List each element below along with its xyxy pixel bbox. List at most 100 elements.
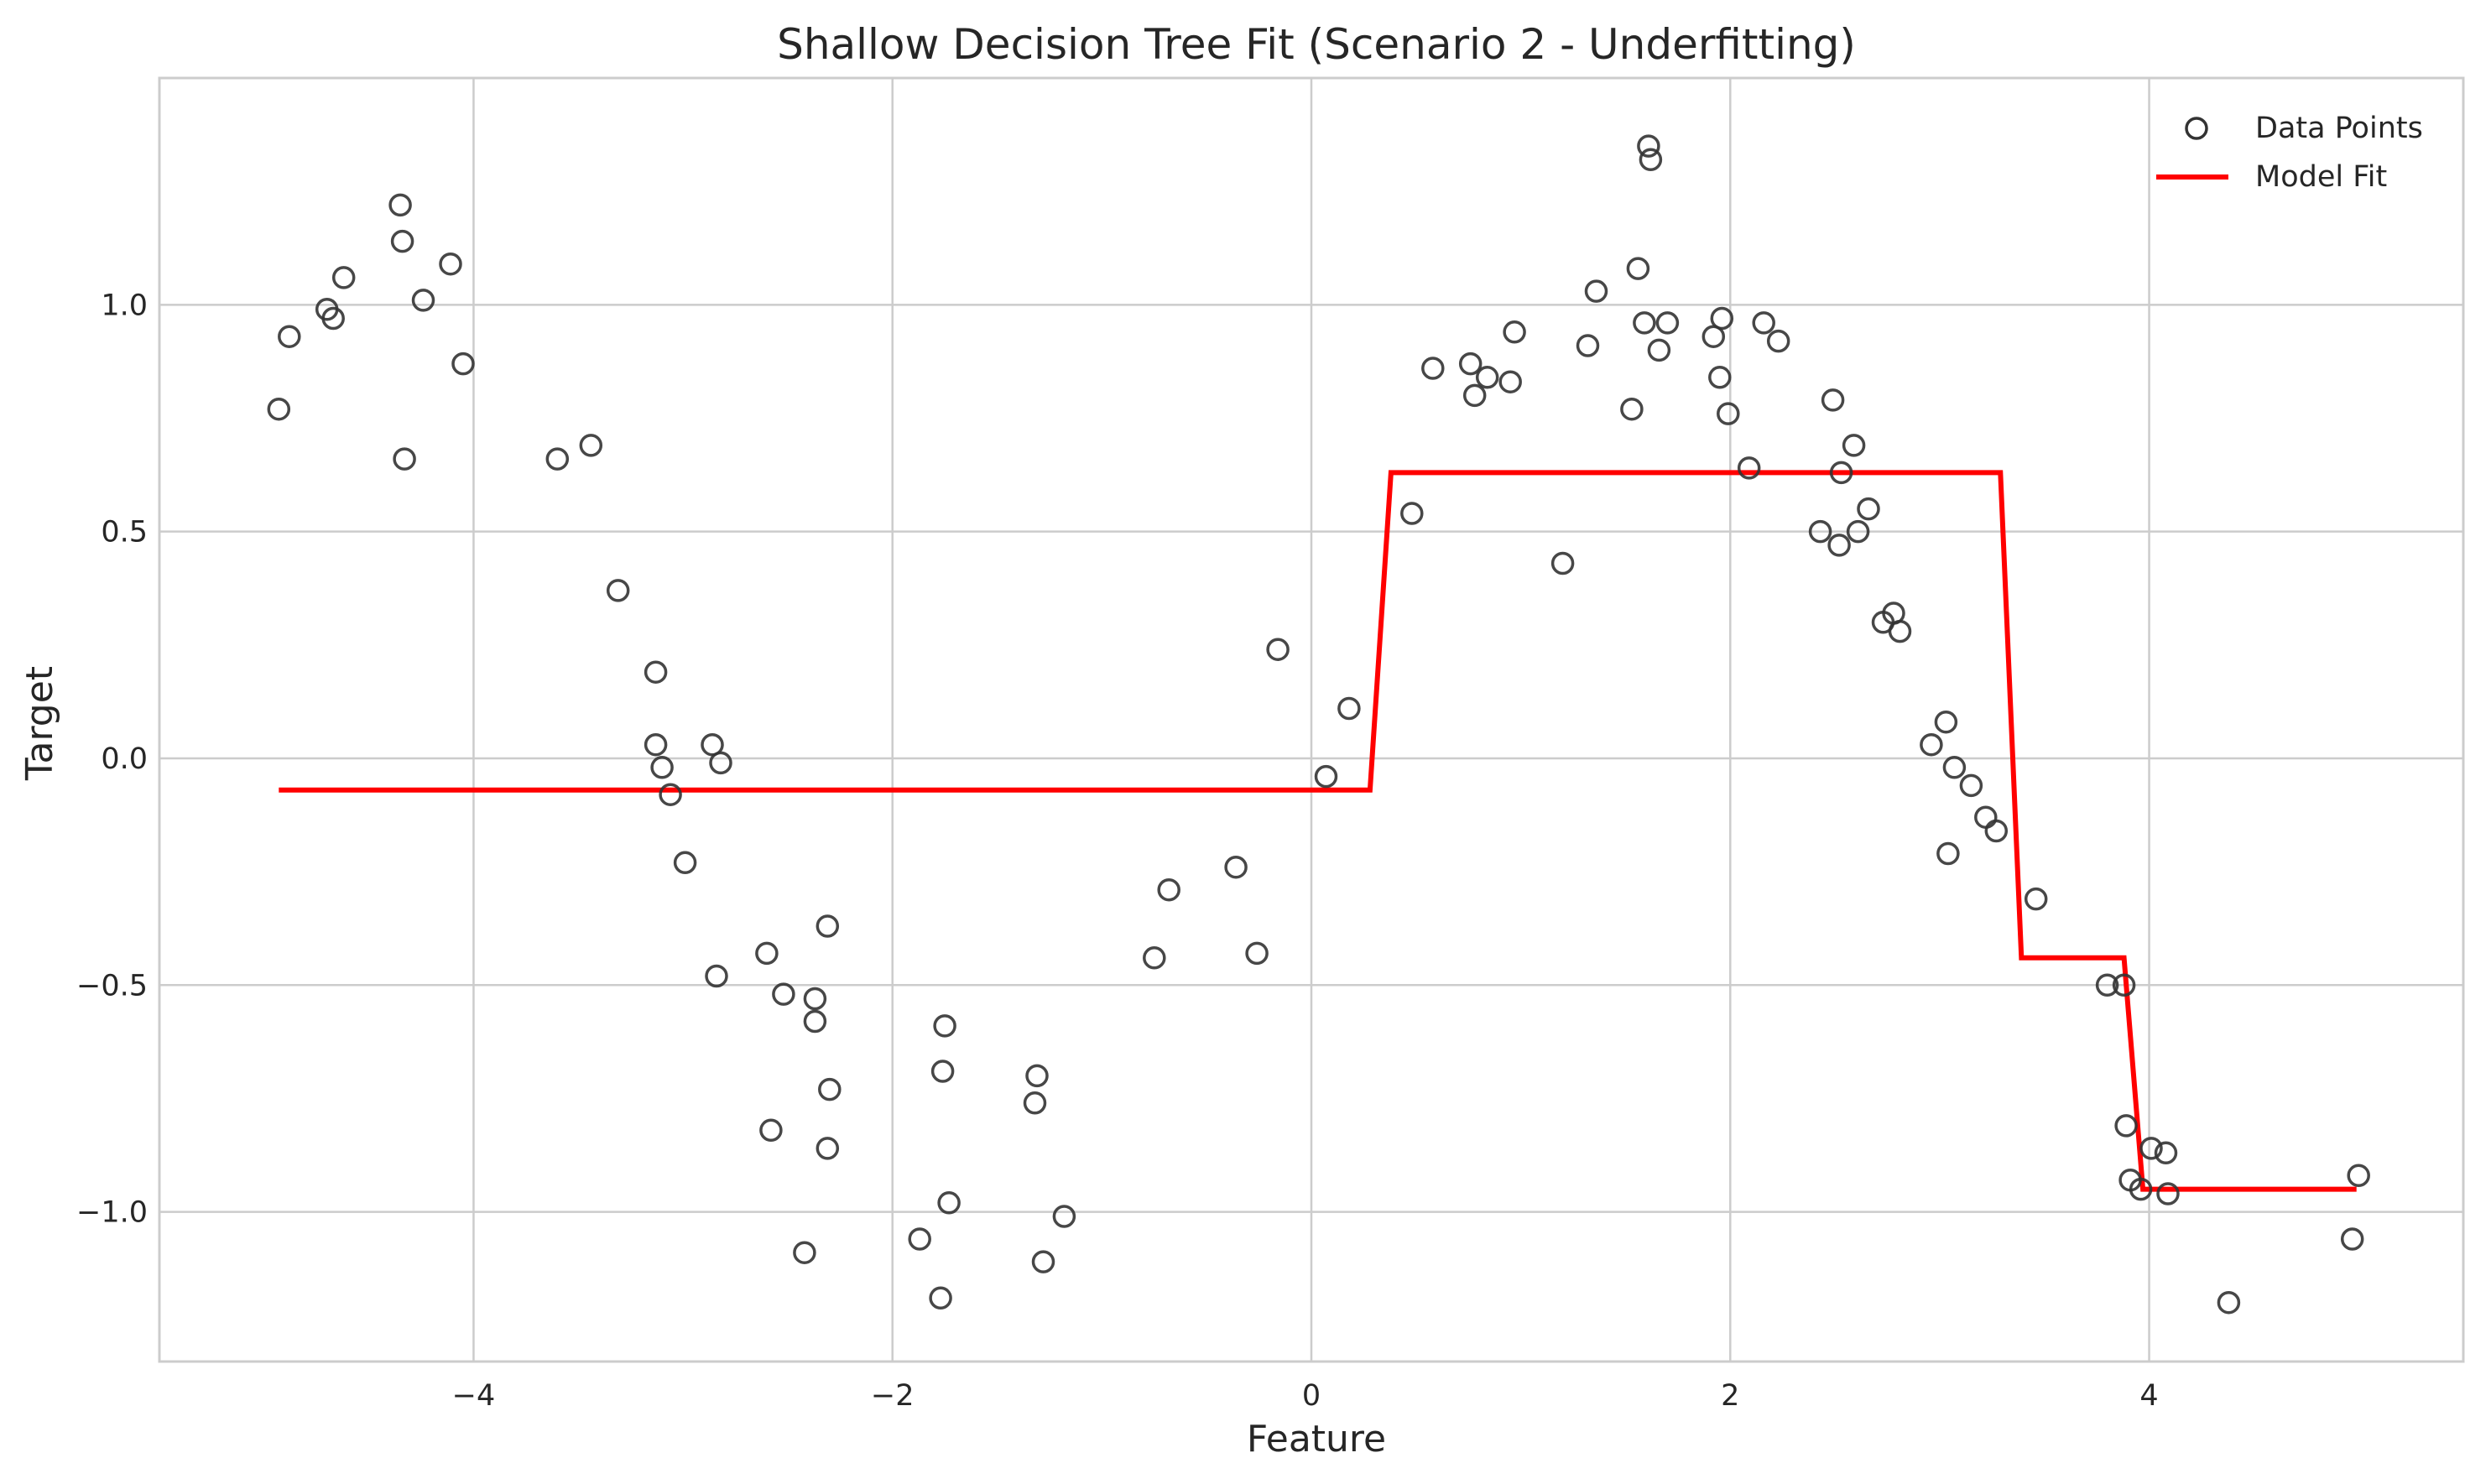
data-point: [1942, 756, 1967, 779]
data-point: [1959, 773, 1983, 798]
data-point: [1023, 1091, 1047, 1115]
data-point: [772, 982, 795, 1006]
y-tick-label: 0.0: [101, 742, 148, 776]
data-point: [1846, 519, 1870, 544]
data-point: [701, 732, 724, 757]
x-tick-label: 0: [1302, 1379, 1321, 1413]
tick-labels: −4 −2 0 2 4 −1.0 −0.5 0.0 0.5 1.0: [76, 289, 2159, 1413]
data-point: [929, 1286, 952, 1310]
data-point: [1584, 279, 1608, 303]
data-point: [1655, 311, 1680, 335]
data-point: [1157, 877, 1180, 902]
data-point: [267, 397, 291, 421]
data-point: [650, 756, 674, 779]
data-point: [2347, 1164, 2370, 1188]
x-tick-label: −2: [871, 1379, 915, 1413]
y-tick-label: 1.0: [101, 289, 148, 322]
plot-frame: [158, 76, 2465, 1363]
data-point: [705, 964, 728, 988]
data-point: [933, 1014, 956, 1038]
data-point: [2129, 1177, 2153, 1201]
data-point: [1400, 502, 1424, 525]
data-point: [816, 914, 840, 938]
data-point: [1224, 855, 1248, 879]
data-point: [1936, 841, 1960, 866]
data-point: [278, 325, 301, 348]
data-point: [1808, 519, 1832, 544]
data-point: [818, 1077, 842, 1101]
data-point: [579, 434, 603, 457]
data-point: [908, 1227, 931, 1251]
data-point: [930, 1060, 955, 1083]
data-point: [388, 193, 412, 217]
data-point: [644, 660, 668, 684]
data-point: [1462, 383, 1487, 408]
data-point: [1620, 397, 1644, 421]
data-point: [439, 252, 462, 276]
data-point: [1052, 1205, 1076, 1228]
data-point: [1984, 819, 2009, 843]
y-tick-label: −1.0: [76, 1196, 148, 1230]
data-point: [1633, 311, 1656, 335]
x-tick-label: −4: [452, 1379, 496, 1413]
data-point: [1827, 534, 1851, 557]
data-point: [1245, 941, 1269, 966]
legend: Data Points Model Fit: [2156, 112, 2423, 194]
data-point: [793, 1241, 816, 1264]
data-point: [1708, 366, 1732, 389]
data-point: [1842, 434, 1866, 457]
data-point: [1458, 351, 1483, 376]
data-point: [759, 1118, 783, 1143]
data-point: [673, 851, 697, 875]
data-point: [1737, 456, 1761, 480]
data-point: [709, 751, 732, 775]
data-point: [2114, 1114, 2138, 1138]
data-point: [937, 1191, 961, 1215]
data-point: [331, 266, 356, 289]
data-point: [1637, 134, 1660, 158]
data-point: [2217, 1290, 2241, 1315]
data-point: [816, 1137, 840, 1160]
data-point: [545, 447, 570, 471]
data-point: [1701, 325, 1726, 348]
chart-title: Shallow Decision Tree Fit (Scenario 2 - …: [777, 20, 1856, 69]
data-point: [1710, 306, 1734, 331]
data-point: [1314, 764, 1338, 789]
legend-data-points-marker: [2185, 117, 2208, 140]
data-point: [2095, 973, 2119, 997]
data-point: [1266, 638, 1290, 661]
data-point: [2340, 1227, 2364, 1251]
data-point: [451, 351, 475, 376]
data-point: [1503, 320, 1526, 344]
data-point: [1821, 388, 1845, 412]
x-axis-label: Feature: [1247, 1418, 1386, 1461]
data-point: [1550, 551, 1575, 575]
data-point: [1974, 805, 1998, 829]
y-tick-label: 0.5: [101, 516, 148, 549]
model-fit-layer: [279, 470, 2357, 1192]
data-point: [1143, 946, 1166, 970]
data-point: [1888, 619, 1912, 643]
data-point: [393, 447, 416, 471]
data-point: [321, 306, 345, 331]
x-tick-label: 4: [2139, 1379, 2158, 1413]
data-point: [1025, 1064, 1049, 1088]
data-point: [1576, 334, 1600, 357]
data-point: [1752, 311, 1775, 335]
data-point: [411, 289, 435, 312]
data-points-layer: [267, 134, 2370, 1315]
data-point: [1829, 461, 1853, 485]
data-point: [1337, 696, 1361, 721]
data-point: [606, 579, 630, 602]
data-point: [1857, 497, 1880, 521]
data-point: [2024, 887, 2048, 911]
data-point: [803, 1009, 827, 1034]
data-point: [1647, 338, 1671, 362]
data-point: [1934, 710, 1958, 734]
data-point: [1475, 366, 1499, 389]
model-fit-line: [279, 470, 2357, 1192]
legend-model-fit-label: Model Fit: [2255, 160, 2387, 194]
data-point: [644, 732, 668, 757]
